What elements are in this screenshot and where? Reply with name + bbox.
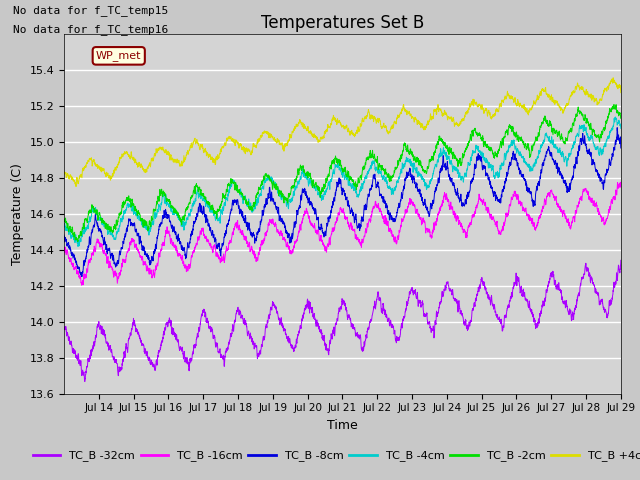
Text: WP_met: WP_met bbox=[96, 50, 141, 61]
Y-axis label: Temperature (C): Temperature (C) bbox=[11, 163, 24, 264]
Title: Temperatures Set B: Temperatures Set B bbox=[260, 14, 424, 32]
Text: No data for f_TC_temp16: No data for f_TC_temp16 bbox=[13, 24, 168, 35]
Text: No data for f_TC_temp15: No data for f_TC_temp15 bbox=[13, 5, 168, 16]
Legend: TC_B -32cm, TC_B -16cm, TC_B -8cm, TC_B -4cm, TC_B -2cm, TC_B +4cm: TC_B -32cm, TC_B -16cm, TC_B -8cm, TC_B … bbox=[28, 446, 640, 466]
X-axis label: Time: Time bbox=[327, 419, 358, 432]
